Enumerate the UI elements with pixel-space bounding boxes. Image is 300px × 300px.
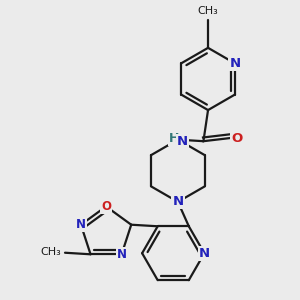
Text: O: O	[101, 200, 111, 213]
Text: CH₃: CH₃	[198, 6, 218, 16]
Text: H: H	[169, 132, 180, 145]
Text: N: N	[199, 247, 210, 260]
Text: N: N	[76, 218, 86, 231]
Text: O: O	[231, 132, 242, 145]
Text: N: N	[177, 135, 188, 148]
Text: N: N	[230, 57, 241, 70]
Text: N: N	[172, 195, 184, 208]
Text: CH₃: CH₃	[40, 247, 61, 256]
Text: N: N	[117, 248, 127, 261]
